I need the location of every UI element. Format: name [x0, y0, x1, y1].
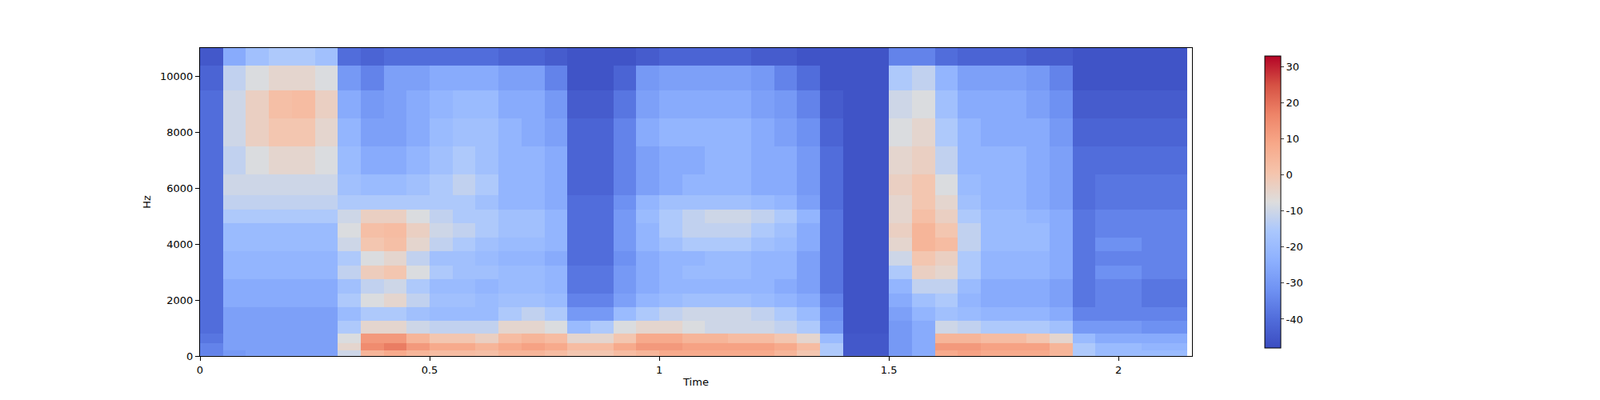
svg-text:0.5: 0.5 — [421, 364, 439, 376]
svg-text:Hz: Hz — [140, 195, 153, 209]
svg-text:8000: 8000 — [166, 126, 193, 139]
svg-text:30: 30 — [1286, 60, 1300, 73]
svg-text:1: 1 — [656, 364, 663, 376]
svg-text:-30: -30 — [1286, 276, 1304, 289]
svg-text:-20: -20 — [1286, 240, 1304, 253]
svg-text:-40: -40 — [1286, 313, 1304, 326]
svg-text:2: 2 — [1115, 364, 1122, 376]
svg-text:0: 0 — [1286, 168, 1293, 181]
svg-text:0: 0 — [186, 350, 193, 363]
svg-text:20: 20 — [1286, 96, 1300, 109]
svg-text:0: 0 — [196, 364, 204, 376]
svg-text:2000: 2000 — [166, 294, 193, 307]
svg-text:1.5: 1.5 — [880, 364, 898, 376]
svg-text:6000: 6000 — [166, 182, 193, 195]
svg-text:4000: 4000 — [166, 238, 193, 251]
svg-text:Time: Time — [682, 376, 709, 388]
svg-text:10000: 10000 — [160, 70, 193, 83]
svg-text:-10: -10 — [1286, 204, 1304, 217]
svg-text:10: 10 — [1286, 132, 1300, 145]
